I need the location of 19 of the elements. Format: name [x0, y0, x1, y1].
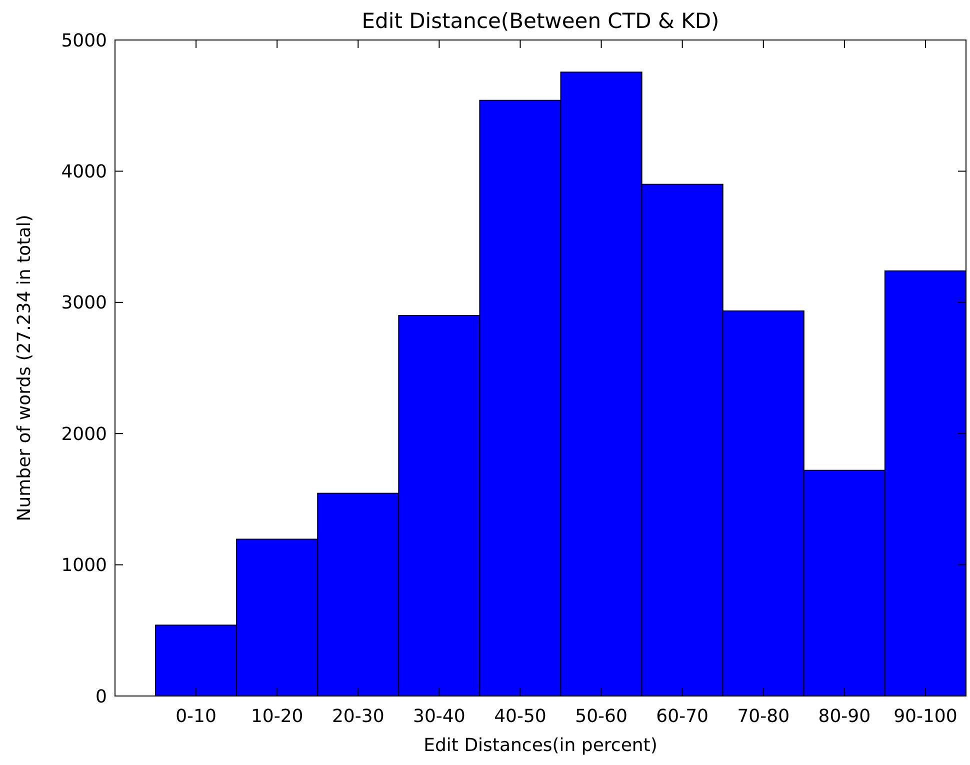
y-tick-label: 0 [96, 686, 107, 708]
x-tick-label: 40-50 [494, 706, 546, 727]
x-axis-title: Edit Distances(in percent) [424, 735, 658, 756]
y-tick-label: 5000 [61, 30, 107, 52]
chart-title: Edit Distance(Between CTD & KD) [362, 9, 720, 33]
y-tick-label: 4000 [61, 162, 107, 182]
x-tick-label: 30-40 [413, 706, 466, 727]
x-tick-label: 20-30 [332, 706, 384, 727]
y-tick-label: 2000 [61, 424, 107, 445]
x-tick-label: 10-20 [250, 706, 304, 727]
x-tick-label: 70-80 [737, 706, 790, 727]
x-tick-label: 60-70 [656, 706, 708, 727]
x-tick-label: 0-10 [176, 706, 216, 727]
x-tick-label: 50-60 [575, 706, 628, 727]
y-tick-label: 1000 [61, 555, 107, 576]
y-axis-title: Number of words (27.234 in total) [14, 214, 35, 522]
x-tick-label: 90-100 [894, 706, 958, 727]
x-tick-label: 80-90 [818, 706, 871, 727]
y-tick-label: 3000 [61, 292, 107, 314]
